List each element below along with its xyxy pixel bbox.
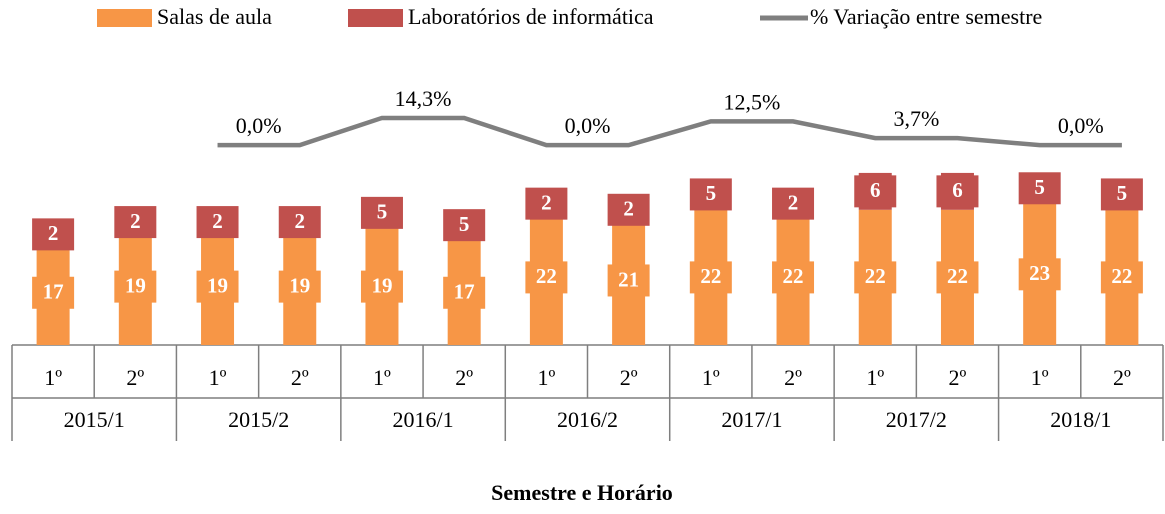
data-label-box	[607, 264, 650, 297]
line-label: 0,0%	[565, 113, 611, 138]
group-label: 2018/1	[1050, 407, 1111, 432]
data-label-box	[854, 175, 897, 208]
data-label-box	[360, 196, 403, 229]
data-label: 2	[788, 190, 799, 214]
data-label-box	[525, 261, 568, 294]
data-label: 5	[1117, 181, 1128, 205]
data-label-box	[1018, 258, 1061, 291]
x-tick-label: 1º	[702, 365, 720, 390]
x-tick-label: 2º	[1113, 365, 1131, 390]
data-label: 5	[1034, 175, 1045, 199]
data-label-box	[360, 270, 403, 303]
data-label: 2	[212, 209, 223, 233]
x-tick-label: 2º	[126, 365, 144, 390]
data-label-box	[1018, 172, 1061, 205]
x-tick-label: 2º	[455, 365, 473, 390]
line-label: 12,5%	[724, 89, 781, 114]
line-label: 0,0%	[1058, 113, 1104, 138]
group-label: 2017/2	[886, 407, 947, 432]
data-label: 2	[130, 209, 141, 233]
data-label-box	[525, 187, 568, 220]
data-label-box	[196, 270, 239, 303]
x-tick-label: 1º	[373, 365, 391, 390]
data-label: 5	[459, 212, 470, 236]
data-label: 2	[541, 190, 552, 214]
data-label-box	[772, 261, 815, 294]
data-label: 22	[700, 264, 721, 288]
data-label: 5	[377, 200, 388, 224]
data-label-box	[114, 206, 157, 239]
data-label: 19	[207, 273, 228, 297]
x-tick-label: 1º	[44, 365, 62, 390]
data-label: 19	[125, 273, 146, 297]
data-label-box	[1100, 261, 1143, 294]
data-label-box	[772, 187, 815, 220]
data-label-box	[854, 261, 897, 294]
data-label: 22	[947, 264, 968, 288]
data-label-box	[196, 206, 239, 239]
data-label-box	[689, 178, 732, 211]
data-label-box	[278, 206, 321, 239]
legend-label: % Variação entre semestre	[810, 4, 1042, 29]
legend-label: Salas de aula	[157, 4, 272, 29]
data-label-box	[607, 193, 650, 226]
line-label: 3,7%	[893, 106, 939, 131]
data-label: 19	[289, 273, 310, 297]
data-label: 17	[43, 280, 64, 304]
data-label: 2	[623, 197, 634, 221]
line	[217, 115, 1122, 148]
data-label: 22	[865, 264, 886, 288]
data-label: 2	[48, 221, 59, 245]
data-label-box	[278, 270, 321, 303]
data-label-box	[443, 276, 486, 309]
group-label: 2016/1	[393, 407, 454, 432]
x-tick-label: 2º	[949, 365, 967, 390]
x-tick-label: 1º	[209, 365, 227, 390]
data-label-box	[1100, 178, 1143, 211]
group-label: 2015/2	[228, 407, 289, 432]
group-label: 2017/1	[721, 407, 782, 432]
data-label: 21	[618, 267, 639, 291]
x-tick-label: 1º	[1031, 365, 1049, 390]
data-label: 17	[454, 280, 475, 304]
group-label: 2016/2	[557, 407, 618, 432]
line-label: 0,0%	[236, 113, 282, 138]
legend-swatch	[348, 9, 403, 27]
data-label: 6	[870, 178, 881, 202]
data-label: 19	[371, 273, 392, 297]
data-label-box	[32, 276, 75, 309]
data-label-box	[32, 218, 75, 251]
x-tick-label: 1º	[866, 365, 884, 390]
x-tick-label: 2º	[291, 365, 309, 390]
data-label-box	[936, 261, 979, 294]
data-label: 22	[1111, 264, 1132, 288]
data-label-box	[443, 209, 486, 242]
x-tick-label: 2º	[784, 365, 802, 390]
data-label: 23	[1029, 261, 1050, 285]
data-label: 22	[536, 264, 557, 288]
legend-swatch	[97, 9, 152, 27]
data-label: 5	[706, 181, 717, 205]
x-axis-title: Semestre e Horário	[491, 480, 673, 505]
x-tick-label: 1º	[537, 365, 555, 390]
data-label-box	[936, 175, 979, 208]
data-label: 22	[783, 264, 804, 288]
x-tick-label: 2º	[620, 365, 638, 390]
data-label-box	[114, 270, 157, 303]
data-label-box	[689, 261, 732, 294]
data-label: 2	[295, 209, 306, 233]
group-label: 2015/1	[64, 407, 125, 432]
data-label: 6	[952, 178, 963, 202]
legend-label: Laboratórios de informática	[408, 4, 654, 29]
line-label: 14,3%	[395, 86, 452, 111]
